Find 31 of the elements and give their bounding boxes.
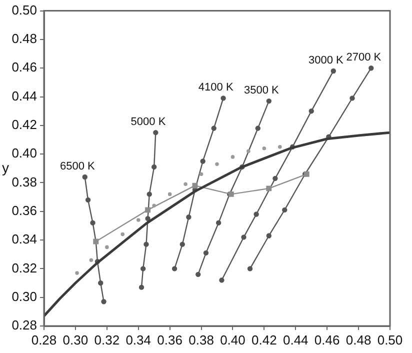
y-tick-label: 0.42 — [12, 116, 37, 132]
y-axis-title: y — [2, 159, 9, 176]
x-tick-label: 0.38 — [188, 332, 214, 348]
y-tick-label: 0.46 — [12, 60, 37, 75]
annotation: 3000 K — [308, 54, 344, 67]
y-tick-label: 0.36 — [12, 202, 37, 218]
y-tick-label: 0.34 — [12, 232, 37, 247]
y-tick-label: 0.48 — [12, 31, 37, 46]
y-tick-label: 0.38 — [12, 174, 37, 190]
x-tick-label: 0.30 — [62, 332, 88, 348]
x-tick-label: 0.32 — [94, 332, 120, 348]
annotation: 3500 K — [244, 84, 280, 97]
x-tick-label: 0.40 — [220, 332, 246, 348]
annotation: 6500 K — [60, 160, 96, 173]
annotation: 5000 K — [130, 116, 166, 128]
x-tick-label: 0.42 — [252, 332, 277, 348]
y-tick-label: 0.32 — [12, 260, 37, 276]
annotation: 2700 K — [346, 52, 382, 64]
annotation: 4100 K — [198, 82, 234, 94]
x-tick-label: 0.28 — [31, 332, 57, 348]
x-tick-label: 0.46 — [314, 332, 340, 348]
y-tick-label: 0.40 — [12, 146, 37, 161]
x-tick-label: 0.50 — [377, 332, 403, 348]
x-tick-label: 0.44 — [282, 332, 308, 348]
x-tick-label: 0.36 — [157, 332, 182, 348]
x-tick-label: 0.48 — [346, 332, 372, 348]
y-tick-label: 0.50 — [12, 2, 37, 18]
y-tick-label: 0.30 — [12, 288, 37, 304]
x-tick-label: 0.34 — [126, 332, 152, 348]
y-tick-label: 0.44 — [12, 88, 37, 104]
y-tick-label: 0.28 — [12, 318, 37, 333]
